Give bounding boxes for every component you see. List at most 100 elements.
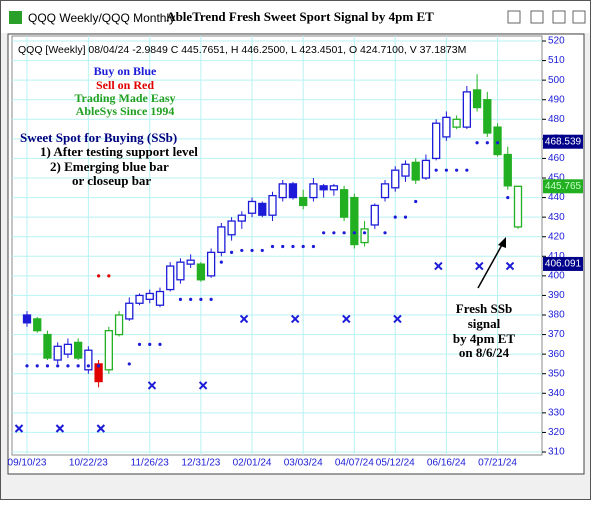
candle-body	[421, 159, 431, 179]
candle-body	[145, 292, 154, 300]
support-dot	[97, 364, 101, 368]
support-dot	[66, 364, 70, 368]
annotation: Sweet Spot for Buying (SSb)	[20, 130, 177, 145]
support-dot	[506, 195, 510, 200]
x-tick-label: 06/16/24	[427, 458, 466, 469]
y-tick-label: 520	[548, 36, 565, 47]
annotation: on 8/6/24	[459, 345, 510, 360]
help-button[interactable]	[507, 10, 521, 24]
support-dot	[35, 364, 39, 368]
support-dot	[465, 168, 469, 172]
y-tick-label: 380	[548, 310, 565, 321]
candle-body	[22, 314, 32, 324]
y-tick-label: 350	[548, 368, 565, 379]
support-dot	[158, 342, 162, 346]
support-dot	[414, 199, 418, 204]
candle-body	[432, 122, 441, 160]
candle-body	[350, 196, 359, 246]
candle-body	[227, 220, 236, 236]
y-tick-label: 420	[548, 231, 565, 242]
candle-body	[442, 116, 451, 138]
candle-body	[483, 99, 492, 134]
y-tick-label: 500	[548, 75, 565, 86]
y-tick-label: 440	[548, 192, 565, 203]
price-tag	[543, 179, 583, 194]
support-dot	[434, 168, 438, 172]
candle-body	[104, 330, 113, 371]
support-dot	[250, 248, 254, 253]
annotation: Buy on Blue	[94, 64, 157, 78]
candle-body	[166, 265, 175, 291]
x-marker	[198, 381, 208, 390]
y-tick-label: 360	[548, 349, 565, 360]
candle-body	[309, 183, 318, 199]
candle-body	[503, 153, 512, 187]
candle-body	[114, 314, 124, 336]
candle-body	[237, 214, 246, 222]
y-tick-label: 490	[548, 94, 565, 105]
support-dot	[260, 248, 264, 253]
support-dot	[291, 244, 295, 249]
x-tick-label: 12/31/23	[181, 458, 220, 469]
minimize-button[interactable]	[530, 10, 544, 24]
annotation: Fresh SSb	[456, 301, 512, 316]
candle-body	[278, 183, 287, 199]
maximize-button[interactable]	[552, 10, 566, 24]
candle-body	[155, 290, 165, 306]
x-tick-label: 05/12/24	[376, 458, 415, 469]
support-dot	[76, 364, 80, 368]
y-tick-label: 450	[548, 173, 565, 184]
annotation: by 4pm ET	[453, 331, 515, 346]
support-dot	[240, 248, 244, 253]
candle-body	[135, 294, 144, 304]
candle-body	[288, 183, 298, 199]
support-dot	[137, 342, 142, 346]
support-dot	[393, 215, 397, 219]
support-dot	[495, 141, 500, 145]
candle-body	[125, 302, 134, 320]
price-tag-label: 406.091	[545, 259, 582, 270]
candle-body	[391, 169, 400, 189]
support-dot	[148, 342, 152, 346]
price-tag-label: 468.539	[545, 136, 582, 147]
y-tick-label: 310	[548, 447, 565, 458]
candle-body	[217, 226, 226, 254]
grid: 310 320 330 340 350 360 370 380 390 400 410 420 430 4…	[8, 36, 566, 469]
support-dot	[301, 244, 305, 249]
annotation: 1) After testing support level	[40, 144, 198, 159]
support-dot	[352, 231, 356, 235]
candle-body	[339, 189, 349, 218]
candle-body	[63, 343, 73, 355]
price-tag-label: 445.765	[545, 181, 582, 192]
annotation: 2) Emerging blue bar	[50, 159, 169, 174]
info-line: QQQ [Weekly] 08/04/24 -2.9849 C 445.7651…	[18, 44, 466, 56]
candle-body	[196, 263, 206, 281]
x-marker	[55, 424, 65, 433]
y-tick-label: 340	[548, 388, 565, 399]
x-tick-label: 11/26/23	[131, 458, 170, 469]
support-dot	[444, 168, 448, 172]
support-dot	[332, 231, 336, 235]
annotation: AbleSys Since 1994	[76, 104, 175, 118]
annotation: signal	[468, 316, 501, 331]
x-marker	[434, 261, 443, 271]
x-tick-label: 04/07/24	[335, 458, 374, 469]
y-tick-label: 410	[548, 251, 565, 262]
candle-body	[329, 185, 339, 191]
candle-body	[258, 202, 267, 216]
support-dot	[485, 141, 489, 145]
close-button[interactable]	[572, 10, 586, 24]
support-dot	[455, 168, 459, 172]
chart-title: AbleTrend Fresh Sweet Sport Signal by 4p…	[166, 9, 434, 24]
support-dot	[178, 297, 183, 301]
app-icon	[9, 11, 22, 24]
x-marker	[147, 381, 157, 390]
candle-body	[380, 183, 390, 199]
x-tick-label: 10/22/23	[69, 458, 108, 469]
support-dot	[45, 364, 50, 368]
annotation: Sell on Red	[96, 78, 154, 92]
candle-body	[33, 318, 42, 332]
support-dot	[270, 244, 275, 249]
